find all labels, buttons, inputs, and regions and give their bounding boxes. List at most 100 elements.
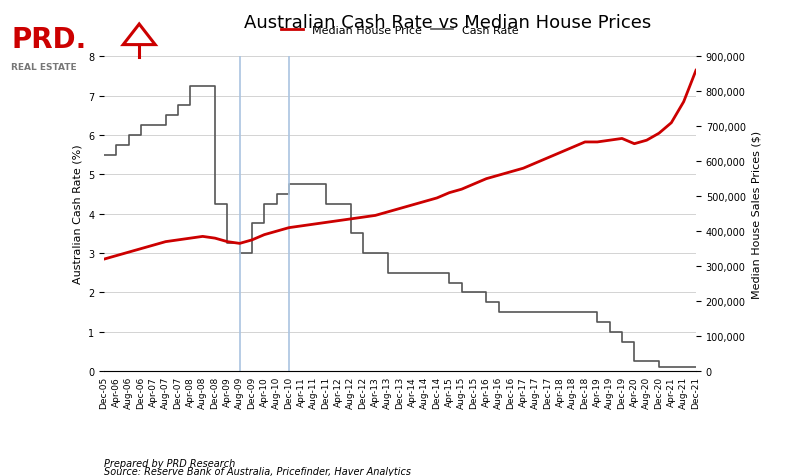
- Cash Rate: [666, 365, 676, 370]
- Median House Price: [482, 177, 491, 182]
- Legend: Median House Price, Cash Rate: Median House Price, Cash Rate: [277, 22, 523, 40]
- Median House Price: [124, 250, 134, 256]
- Median House Price: [186, 236, 195, 241]
- Median House Price: [555, 150, 565, 156]
- Cash Rate: [334, 201, 343, 207]
- Median House Price: [210, 236, 220, 241]
- Median House Price: [247, 238, 257, 243]
- Median House Price: [691, 68, 701, 74]
- Median House Price: [161, 239, 170, 245]
- Median House Price: [420, 199, 430, 205]
- Cash Rate: [322, 201, 331, 207]
- Cash Rate: [605, 329, 614, 335]
- Cash Rate: [518, 309, 528, 315]
- Median House Price: [457, 187, 466, 193]
- Cash Rate: [210, 201, 220, 207]
- Median House Price: [407, 203, 417, 208]
- Cash Rate: [506, 309, 516, 315]
- Cash Rate: [297, 182, 306, 188]
- Median House Price: [642, 138, 651, 144]
- Median House Price: [666, 120, 676, 126]
- Cash Rate: [247, 221, 257, 227]
- Cash Rate: [593, 319, 602, 325]
- Cash Rate: [568, 309, 578, 315]
- Cash Rate: [482, 300, 491, 306]
- Median House Price: [173, 238, 182, 243]
- Median House Price: [445, 190, 454, 196]
- Median House Price: [309, 222, 318, 228]
- Cash Rate: [630, 358, 639, 364]
- Median House Price: [605, 138, 614, 144]
- Median House Price: [469, 182, 478, 188]
- Cash Rate: [494, 309, 503, 315]
- Cash Rate: [691, 365, 701, 370]
- Cash Rate: [618, 339, 627, 345]
- Median House Price: [630, 141, 639, 147]
- Median House Price: [334, 218, 343, 224]
- Cash Rate: [555, 309, 565, 315]
- Cash Rate: [124, 133, 134, 139]
- Cash Rate: [395, 270, 405, 276]
- Median House Price: [506, 169, 516, 175]
- Cash Rate: [432, 270, 442, 276]
- Cash Rate: [679, 365, 689, 370]
- Cash Rate: [111, 143, 121, 149]
- Line: Median House Price: Median House Price: [104, 71, 696, 259]
- Text: REAL ESTATE: REAL ESTATE: [11, 63, 77, 72]
- Cash Rate: [284, 182, 294, 188]
- Median House Price: [136, 246, 146, 252]
- Cash Rate: [235, 251, 245, 257]
- Median House Price: [518, 166, 528, 172]
- Median House Price: [543, 156, 553, 161]
- Cash Rate: [272, 192, 282, 198]
- Median House Price: [568, 145, 578, 151]
- Median House Price: [383, 209, 393, 215]
- Cash Rate: [445, 280, 454, 286]
- Median House Price: [272, 229, 282, 235]
- Y-axis label: Australian Cash Rate (%): Australian Cash Rate (%): [73, 145, 82, 284]
- Cash Rate: [136, 123, 146, 129]
- Median House Price: [198, 234, 207, 240]
- Cash Rate: [186, 84, 195, 89]
- Cash Rate: [370, 251, 380, 257]
- Cash Rate: [198, 84, 207, 89]
- Median House Price: [580, 140, 590, 146]
- Text: PRD.: PRD.: [11, 26, 86, 53]
- Cash Rate: [222, 241, 232, 247]
- Median House Price: [259, 232, 269, 238]
- Median House Price: [395, 206, 405, 212]
- Text: Prepared by PRD Research: Prepared by PRD Research: [104, 457, 235, 467]
- Text: Source: Reserve Bank of Australia, Pricefinder, Haver Analytics: Source: Reserve Bank of Australia, Price…: [104, 466, 411, 476]
- Cash Rate: [149, 123, 158, 129]
- Median House Price: [222, 239, 232, 245]
- Cash Rate: [457, 290, 466, 296]
- Cash Rate: [358, 251, 368, 257]
- Text: Australian Cash Rate vs Median House Prices: Australian Cash Rate vs Median House Pri…: [244, 14, 652, 32]
- Cash Rate: [383, 270, 393, 276]
- Cash Rate: [99, 152, 109, 158]
- Median House Price: [531, 161, 541, 167]
- Median House Price: [346, 217, 355, 222]
- Y-axis label: Median House Sales Prices ($): Median House Sales Prices ($): [751, 130, 762, 298]
- Median House Price: [284, 225, 294, 231]
- Cash Rate: [309, 182, 318, 188]
- Median House Price: [593, 140, 602, 146]
- Cash Rate: [642, 358, 651, 364]
- Cash Rate: [580, 309, 590, 315]
- Cash Rate: [407, 270, 417, 276]
- Line: Cash Rate: Cash Rate: [104, 87, 696, 367]
- Cash Rate: [161, 113, 170, 119]
- Median House Price: [111, 253, 121, 259]
- Cash Rate: [543, 309, 553, 315]
- Median House Price: [432, 196, 442, 201]
- Cash Rate: [420, 270, 430, 276]
- Median House Price: [679, 99, 689, 105]
- Cash Rate: [531, 309, 541, 315]
- Median House Price: [618, 136, 627, 142]
- Median House Price: [370, 213, 380, 219]
- Median House Price: [654, 131, 664, 137]
- Cash Rate: [173, 103, 182, 109]
- Cash Rate: [259, 201, 269, 207]
- Median House Price: [494, 173, 503, 178]
- Cash Rate: [654, 365, 664, 370]
